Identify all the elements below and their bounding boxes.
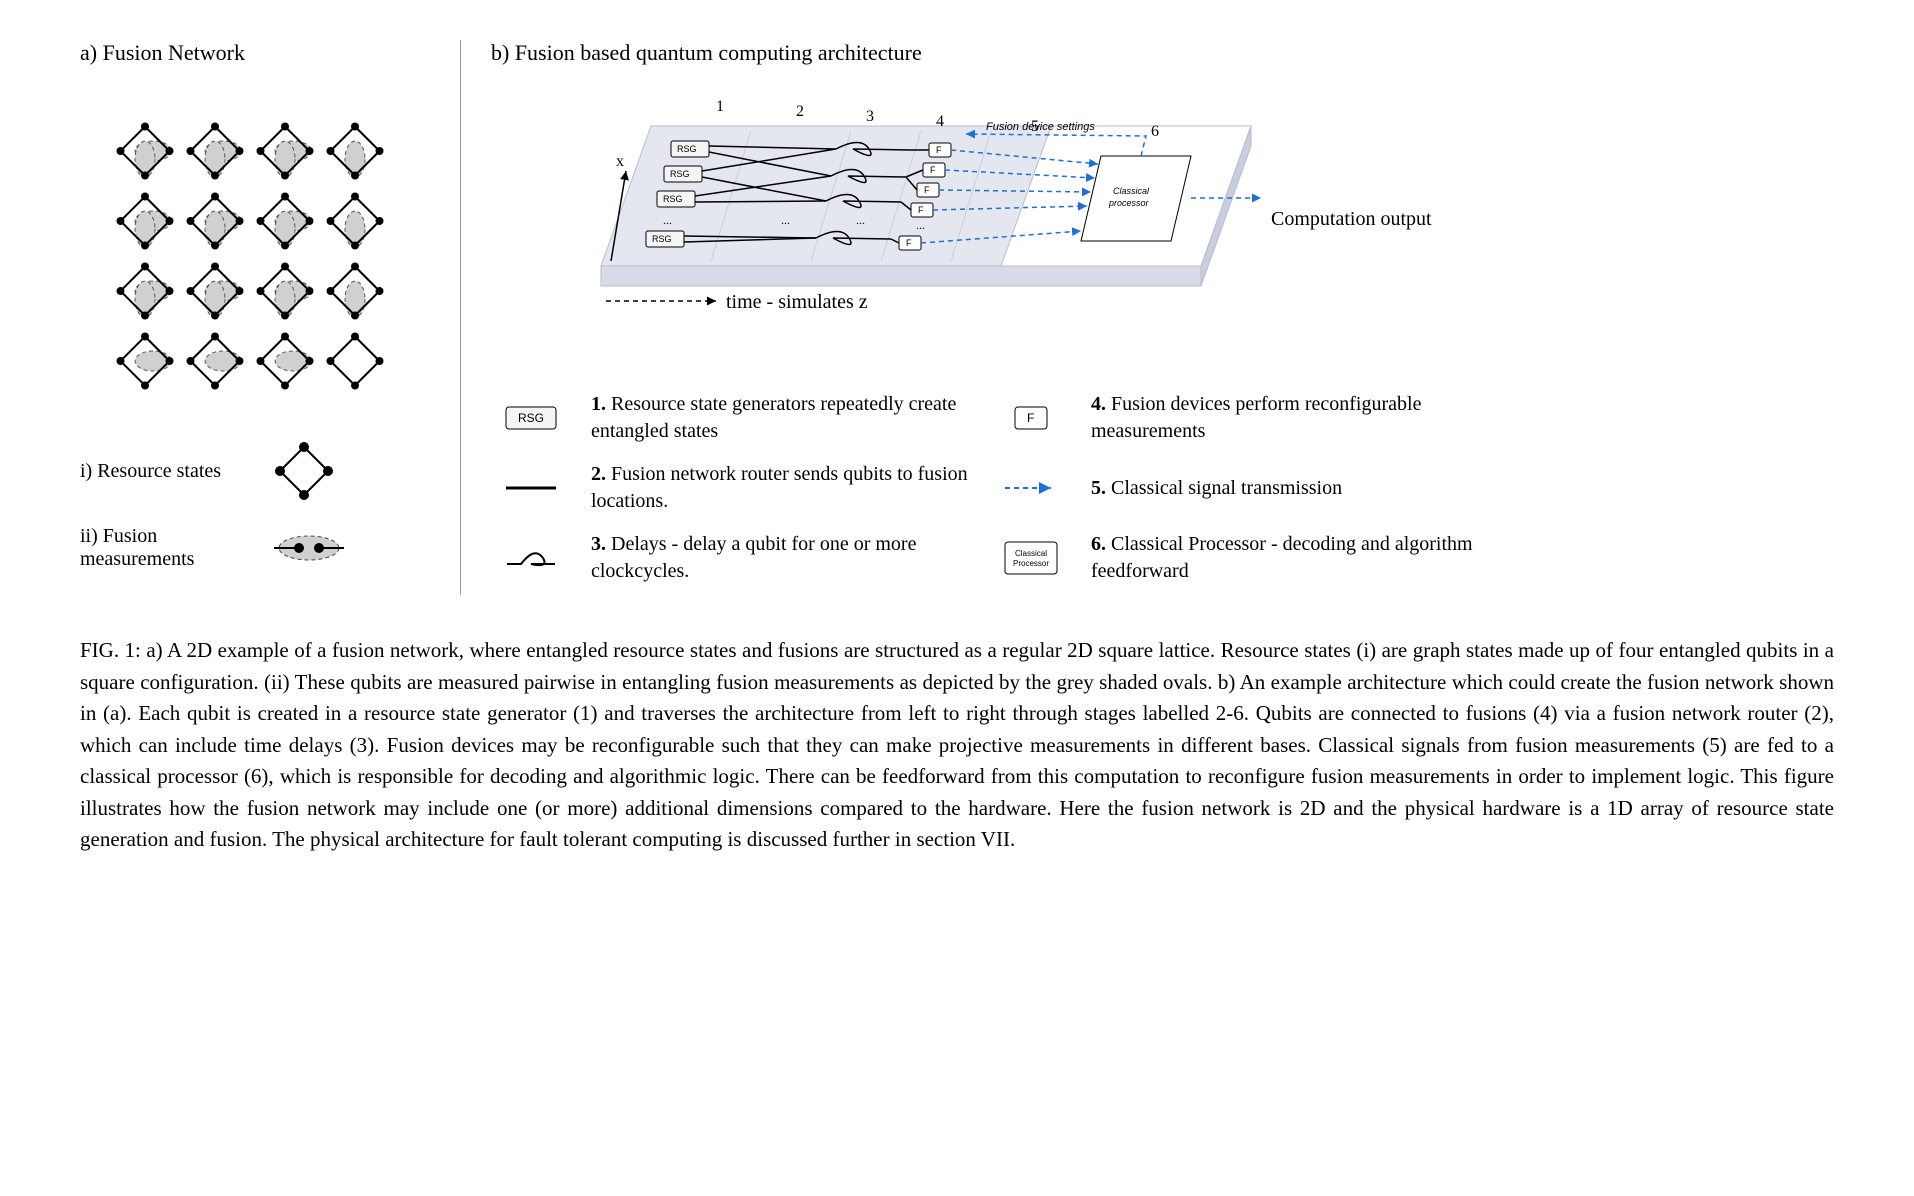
- svg-text:processor: processor: [1108, 198, 1150, 208]
- svg-text:F: F: [1027, 411, 1034, 425]
- panel-a-legend: i) Resource states ii) Fusion measuremen…: [80, 441, 440, 571]
- svg-text:RSG: RSG: [670, 169, 690, 179]
- legend-item-1: 1. Resource state generators repeatedly …: [591, 391, 971, 445]
- legend-item-6: 6. Classical Processor - decoding and al…: [1091, 531, 1491, 585]
- delay-ellipsis: ...: [856, 213, 865, 227]
- figure-container: a) Fusion Network i) Resource states: [80, 40, 1834, 595]
- fusion-legend-icon: F: [991, 405, 1071, 431]
- svg-text:F: F: [924, 185, 930, 195]
- svg-text:Processor: Processor: [1013, 559, 1049, 568]
- legend-resource-state: i) Resource states: [80, 441, 440, 501]
- svg-text:Classical: Classical: [1015, 549, 1047, 558]
- panel-a: a) Fusion Network i) Resource states: [80, 40, 440, 595]
- panel-a-title: a) Fusion Network: [80, 40, 440, 66]
- caption-label: FIG. 1:: [80, 638, 141, 662]
- processor-legend-icon: ClassicalProcessor: [991, 540, 1071, 576]
- panel-b: b) Fusion based quantum computing archit…: [460, 40, 1834, 595]
- stage-3-label: 3: [866, 108, 874, 125]
- svg-text:RSG: RSG: [652, 234, 672, 244]
- delay-legend-icon: [491, 546, 571, 570]
- figure-caption: FIG. 1: a) A 2D example of a fusion netw…: [80, 635, 1834, 856]
- legend-fusion-meas: ii) Fusion measurements: [80, 525, 440, 571]
- router-ellipsis: ...: [781, 213, 790, 227]
- fusion-measurement-icon: [274, 533, 344, 563]
- classical-processor: Classical processor: [1081, 156, 1191, 241]
- stage-2-label: 2: [796, 103, 804, 120]
- svg-text:F: F: [918, 205, 924, 215]
- rsg-legend-icon: RSG: [491, 405, 571, 431]
- output-label: Computation output: [1271, 206, 1432, 232]
- architecture-diagram: 1 2 3 4 5 6 RSG RSG RSG ... RSG: [491, 86, 1391, 366]
- legend-item-3: 3. Delays - delay a qubit for one or mor…: [591, 531, 971, 585]
- signal-legend-icon: [991, 482, 1071, 494]
- resource-state-icon: [274, 441, 334, 501]
- legend-fusion-label: ii) Fusion measurements: [80, 525, 250, 571]
- svg-text:F: F: [906, 238, 912, 248]
- caption-text: a) A 2D example of a fusion network, whe…: [80, 638, 1834, 851]
- legend-item-2: 2. Fusion network router sends qubits to…: [591, 461, 971, 515]
- fusion-network-lattice: [80, 86, 400, 406]
- time-label: time - simulates z: [726, 291, 868, 313]
- x-axis-label: x: [616, 153, 624, 170]
- svg-text:RSG: RSG: [518, 411, 544, 425]
- svg-text:RSG: RSG: [677, 144, 697, 154]
- panel-b-legend: RSG 1. Resource state generators repeate…: [491, 391, 1834, 585]
- legend-item-5: 5. Classical signal transmission: [1091, 475, 1491, 502]
- svg-text:...: ...: [916, 218, 925, 232]
- svg-text:Classical: Classical: [1113, 186, 1150, 196]
- stage-4-label: 4: [936, 113, 944, 130]
- stage-6-label: 6: [1151, 123, 1159, 140]
- svg-text:...: ...: [663, 213, 672, 227]
- svg-text:F: F: [936, 145, 942, 155]
- legend-resource-label: i) Resource states: [80, 460, 250, 483]
- stage-1-label: 1: [716, 98, 724, 115]
- router-legend-icon: [491, 483, 571, 493]
- panel-b-title: b) Fusion based quantum computing archit…: [491, 40, 1834, 66]
- svg-text:F: F: [930, 165, 936, 175]
- legend-item-4: 4. Fusion devices perform reconfigurable…: [1091, 391, 1491, 445]
- svg-text:RSG: RSG: [663, 194, 683, 204]
- feedback-label: Fusion device settings: [986, 121, 1095, 133]
